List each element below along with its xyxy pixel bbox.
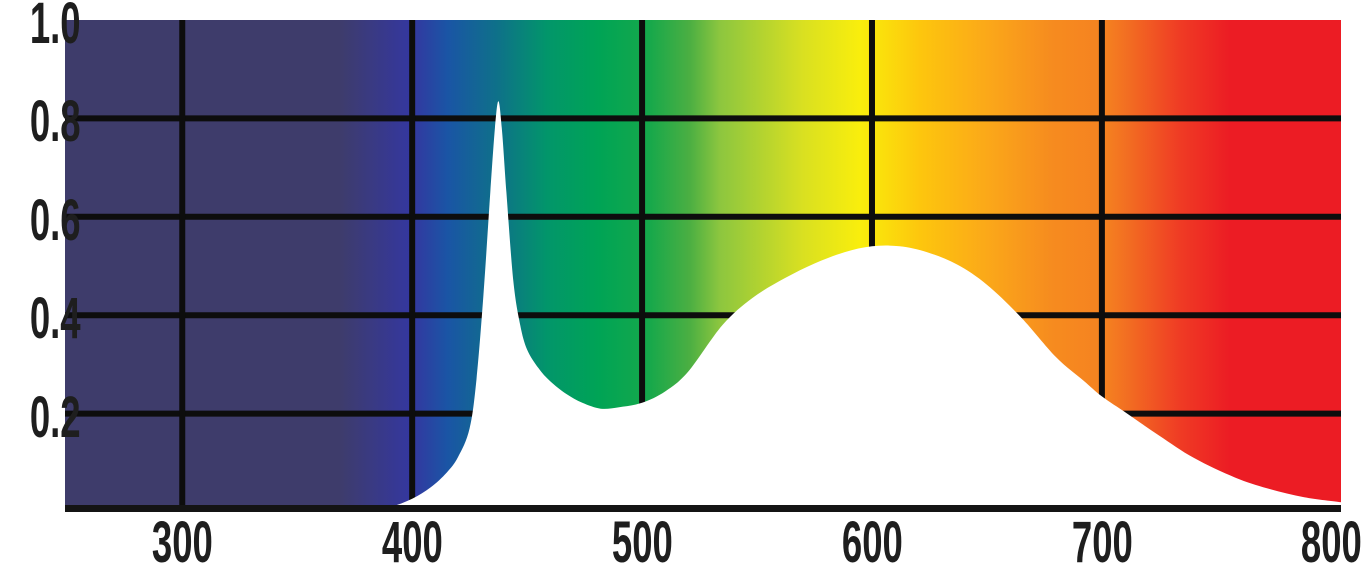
x-tick-text: 800: [1301, 510, 1362, 568]
y-tick-text: 0.4: [29, 286, 81, 352]
x-tick-label: 600: [812, 510, 932, 568]
y-tick-label: 1.0: [0, 0, 81, 53]
y-tick-text: 0.6: [29, 187, 81, 253]
x-tick-text: 600: [841, 510, 903, 568]
y-tick-label: 0.8: [0, 93, 81, 151]
x-tick-text: 400: [381, 510, 443, 568]
x-tick-label: 800: [1272, 510, 1362, 568]
y-tick-label: 0.2: [0, 388, 81, 446]
x-tick-label: 700: [1042, 510, 1162, 568]
plot-area: [65, 20, 1341, 512]
x-tick-text: 700: [1071, 510, 1133, 568]
spectrum-curve-area: [65, 101, 1341, 512]
x-tick-text: 500: [611, 510, 673, 568]
x-tick-text: 300: [151, 510, 213, 568]
x-tick-label: 300: [122, 510, 242, 568]
y-tick-label: 0.6: [0, 191, 81, 249]
y-tick-text: 0.8: [29, 89, 81, 155]
x-tick-label: 400: [352, 510, 472, 568]
y-tick-text: 1.0: [29, 0, 81, 56]
x-tick-label: 500: [582, 510, 702, 568]
y-tick-text: 0.2: [29, 384, 81, 450]
y-tick-label: 0.4: [0, 290, 81, 348]
spectrum-plot-svg: [65, 20, 1341, 512]
